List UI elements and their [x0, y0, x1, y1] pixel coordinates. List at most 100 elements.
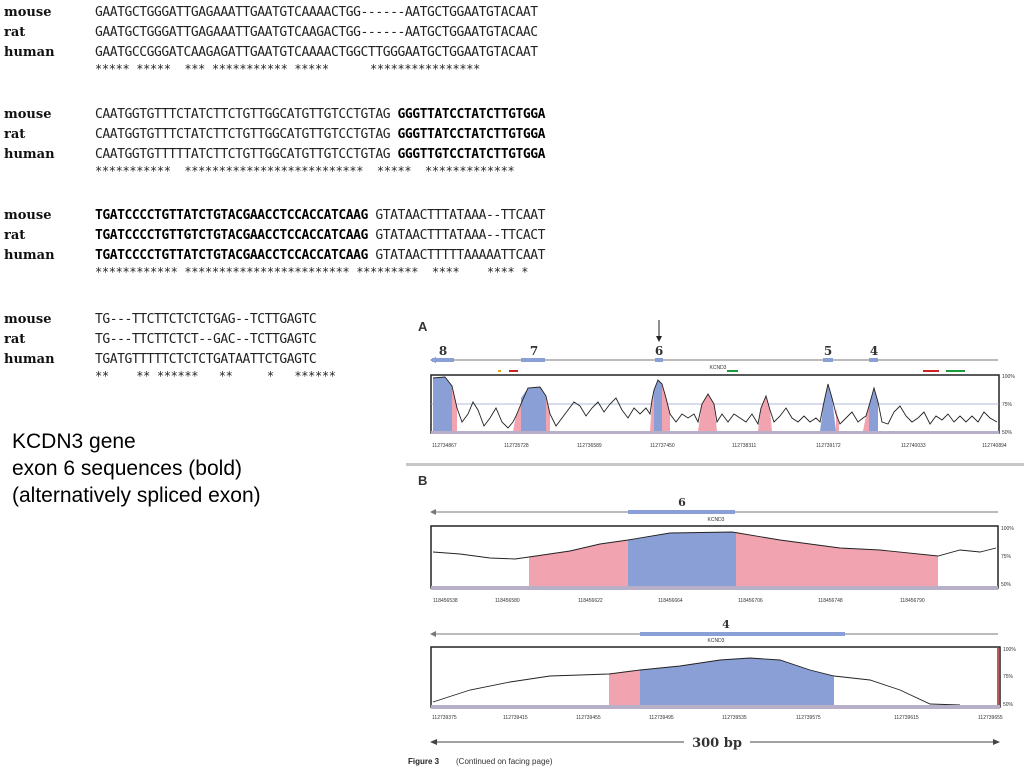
- consensus-stars: *********** ************************** *…: [95, 164, 515, 178]
- conservation-plot-a: [430, 374, 1000, 434]
- species-label: mouse: [4, 208, 52, 223]
- alignment-row: mouse TGATCCCCTGTTATCTGTACGAACCTCCACCATC…: [0, 206, 720, 226]
- noncoding-peak: [513, 404, 521, 431]
- noncoding-peak: [452, 386, 457, 431]
- x-tick-label: 118456580: [495, 598, 520, 604]
- caption-line-3: (alternatively spliced exon): [12, 484, 261, 507]
- sequence-text: CAATGGTGTTTTTATCTTCTGTTGGCATGTTGTCCTGTAG…: [95, 147, 545, 162]
- gene-track-arrow: [430, 509, 436, 515]
- gene-track-arrow: [430, 631, 436, 637]
- x-tick-label: 112738311: [732, 443, 757, 449]
- noncoding-peak: [662, 384, 670, 431]
- panel-separator: [406, 463, 1024, 466]
- x-tick-label: 112739415: [503, 715, 528, 721]
- species-label: rat: [4, 228, 26, 243]
- sequence-alignment: mouse GAATGCTGGGATTGAGAAATTGAATGTCAAAACT…: [0, 0, 720, 400]
- alignment-row: mouse CAATGGTGTTTCTATCTTCTGTTGGCATGTTGTC…: [0, 105, 720, 125]
- alignment-row: rat CAATGGTGTTTCTATCTTCTGTTGGCATGTTGTCCT…: [0, 125, 720, 145]
- x-tick-label: 112739535: [722, 715, 747, 721]
- y-tick-100: 100%: [1002, 374, 1015, 380]
- x-tick-label: 118456790: [900, 598, 925, 604]
- consensus-row: ***** ***** *** *********** ***** ******…: [0, 62, 720, 83]
- exon-bar: [640, 632, 845, 636]
- sequence-text: TGATGTTTTTCTCTCTGATAATTCTGAGTC: [95, 352, 317, 367]
- exon-number-label: 8: [439, 344, 447, 358]
- x-tick-label: 112740033: [901, 443, 926, 449]
- sequence-text: TGATCCCCTGTTATCTGTACGAACCTCCACCATCAAG GT…: [95, 248, 545, 263]
- exon-number-label: 7: [530, 344, 538, 358]
- noncoding-peak: [546, 396, 550, 431]
- sequence-text: TGATCCCCTGTTGTCTGTACGAACCTCCACCATCAAG GT…: [95, 228, 545, 243]
- alignment-block-2: mouse CAATGGTGTTTCTATCTTCTGTTGGCATGTTGTC…: [0, 105, 720, 185]
- x-tick-label: 118456748: [818, 598, 843, 604]
- y-tick-75: 75%: [1001, 554, 1012, 560]
- exon-bar: [869, 358, 878, 362]
- x-tick-label: 118456538: [433, 598, 458, 604]
- feature-mark: [946, 370, 965, 372]
- noncoding-peak: [650, 390, 654, 431]
- scale-bar-label: 300 bp: [692, 736, 742, 751]
- sequence-text: TG---TTCTTCTCT--GAC--TCTTGAGTC: [95, 332, 317, 347]
- y-tick-100: 100%: [1001, 526, 1014, 532]
- noncoding-region: [529, 540, 628, 586]
- alignment-row: human TGATGTTTTTCTCTCTGATAATTCTGAGTC: [0, 350, 720, 370]
- alignment-row: human TGATCCCCTGTTATCTGTACGAACCTCCACCATC…: [0, 246, 720, 266]
- x-tick-label: 112734867: [432, 443, 457, 449]
- conservation-plot-b2: [430, 646, 1001, 709]
- exon-peak: [433, 377, 452, 431]
- caption: KCDN3 gene exon 6 sequences (bold) (alte…: [12, 428, 261, 509]
- scale-bar-arrow: [993, 739, 1000, 745]
- species-label: rat: [4, 127, 26, 142]
- figure-number: Figure 3: [408, 757, 440, 766]
- alignment-row: human CAATGGTGTTTTTATCTTCTGTTGGCATGTTGTC…: [0, 145, 720, 165]
- scale-bar-arrow: [430, 739, 437, 745]
- gene-name-label: KCND3: [708, 517, 725, 523]
- sequence-text: TG---TTCTTCTCTCTGAG--TCTTGAGTC: [95, 312, 317, 327]
- sequence-text: GAATGCTGGGATTGAGAAATTGAATGTCAAGACTGG----…: [95, 25, 538, 40]
- exon-region: [640, 658, 834, 705]
- exon-region: [628, 532, 736, 586]
- species-label: human: [4, 147, 55, 162]
- species-label: mouse: [4, 107, 52, 122]
- species-label: human: [4, 248, 55, 263]
- y-tick-50: 50%: [1002, 430, 1013, 436]
- x-tick-label: 112739375: [432, 715, 457, 721]
- x-tick-label: 112739172: [816, 443, 841, 449]
- axis-b2-labels: 112739375 112739415 112739455 112739495 …: [432, 715, 1003, 721]
- x-tick-label: 112735728: [504, 443, 529, 449]
- feature-mark: [498, 370, 501, 372]
- exon-bar: [655, 358, 663, 362]
- species-label: rat: [4, 332, 26, 347]
- exon-peak: [820, 384, 836, 431]
- exon-bar: [628, 510, 735, 514]
- figure-continuation-note: (Continued on facing page): [456, 757, 553, 766]
- y-tick-100: 100%: [1003, 647, 1016, 653]
- consensus-row: ** ** ****** ** * ******: [0, 369, 720, 390]
- alignment-block-1: mouse GAATGCTGGGATTGAGAAATTGAATGTCAAAACT…: [0, 3, 720, 83]
- alignment-row: rat TG---TTCTTCTCT--GAC--TCTTGAGTC: [0, 330, 720, 350]
- x-tick-label: 118456622: [578, 598, 603, 604]
- exon-bar: [823, 358, 833, 362]
- y-tick-75: 75%: [1002, 402, 1013, 408]
- feature-mark: [923, 370, 939, 372]
- x-tick-label: 112739575: [796, 715, 821, 721]
- alignment-row: rat GAATGCTGGGATTGAGAAATTGAATGTCAAGACTGG…: [0, 23, 720, 43]
- x-tick-label: 112739455: [576, 715, 601, 721]
- noncoding-region: [609, 670, 640, 705]
- exon-bar: [432, 358, 454, 362]
- gene-name-label: KCND3: [708, 638, 725, 644]
- x-tick-label: 112739615: [894, 715, 919, 721]
- sequence-text: CAATGGTGTTTCTATCTTCTGTTGGCATGTTGTCCTGTAG…: [95, 107, 545, 122]
- y-tick-50: 50%: [1001, 582, 1012, 588]
- x-tick-label: 118456664: [658, 598, 683, 604]
- species-label: human: [4, 352, 55, 367]
- exon-number-label: 6: [678, 496, 686, 509]
- exon-number-label: 6: [655, 344, 663, 358]
- alignment-block-4: mouse TG---TTCTTCTCTCTGAG--TCTTGAGTC rat…: [0, 310, 720, 390]
- x-tick-label: 112739495: [649, 715, 674, 721]
- exon-number-label: 4: [722, 618, 730, 631]
- alignment-row: mouse TG---TTCTTCTCTCTGAG--TCTTGAGTC: [0, 310, 720, 330]
- conservation-plot-b1: [430, 525, 999, 590]
- x-tick-label: 112740894: [982, 443, 1007, 449]
- species-label: mouse: [4, 312, 52, 327]
